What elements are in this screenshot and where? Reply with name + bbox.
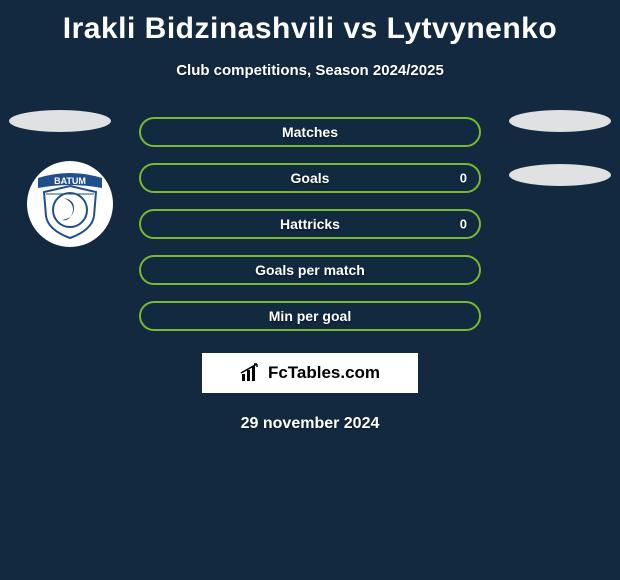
stat-bar-hattricks: Hattricks 0 bbox=[139, 209, 481, 239]
stat-label: Matches bbox=[282, 124, 338, 140]
stat-label: Goals bbox=[291, 170, 330, 186]
stat-bar-matches: Matches bbox=[139, 117, 481, 147]
stat-bar-min-per-goal: Min per goal bbox=[139, 301, 481, 331]
brand-box: FcTables.com bbox=[202, 353, 418, 393]
player-right-club-placeholder bbox=[509, 164, 611, 186]
club-banner-text: BATUM bbox=[54, 176, 86, 186]
stat-value-right: 0 bbox=[460, 217, 467, 232]
page-title: Irakli Bidzinashvili vs Lytvynenko bbox=[0, 0, 620, 46]
club-crest-icon: BATUM bbox=[34, 168, 106, 240]
stat-label: Hattricks bbox=[280, 216, 340, 232]
stat-value-right: 0 bbox=[460, 171, 467, 186]
stat-label: Min per goal bbox=[269, 308, 351, 324]
stat-label: Goals per match bbox=[255, 262, 365, 278]
subtitle: Club competitions, Season 2024/2025 bbox=[0, 62, 620, 79]
stat-bar-goals-per-match: Goals per match bbox=[139, 255, 481, 285]
bar-chart-icon bbox=[240, 362, 262, 384]
brand-name: FcTables.com bbox=[268, 363, 380, 383]
date-text: 29 november 2024 bbox=[0, 415, 620, 433]
player-left-club-badge: BATUM bbox=[27, 161, 113, 247]
comparison-panel: BATUM Matches Goals 0 Hattricks 0 Goals … bbox=[0, 117, 620, 433]
stat-bar-goals: Goals 0 bbox=[139, 163, 481, 193]
player-left-photo-placeholder bbox=[9, 110, 111, 132]
stat-bars: Matches Goals 0 Hattricks 0 Goals per ma… bbox=[139, 117, 481, 331]
player-right-photo-placeholder bbox=[509, 110, 611, 132]
